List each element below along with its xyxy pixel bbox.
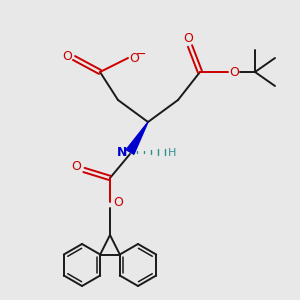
Text: O: O [62, 50, 72, 64]
Text: O: O [71, 160, 81, 173]
Polygon shape [126, 122, 148, 154]
Text: O: O [129, 52, 139, 65]
Text: O: O [229, 67, 239, 80]
Text: O: O [113, 196, 123, 209]
Text: O: O [183, 32, 193, 46]
Text: −: − [136, 47, 146, 61]
Text: H: H [168, 148, 176, 158]
Text: N: N [117, 146, 127, 160]
